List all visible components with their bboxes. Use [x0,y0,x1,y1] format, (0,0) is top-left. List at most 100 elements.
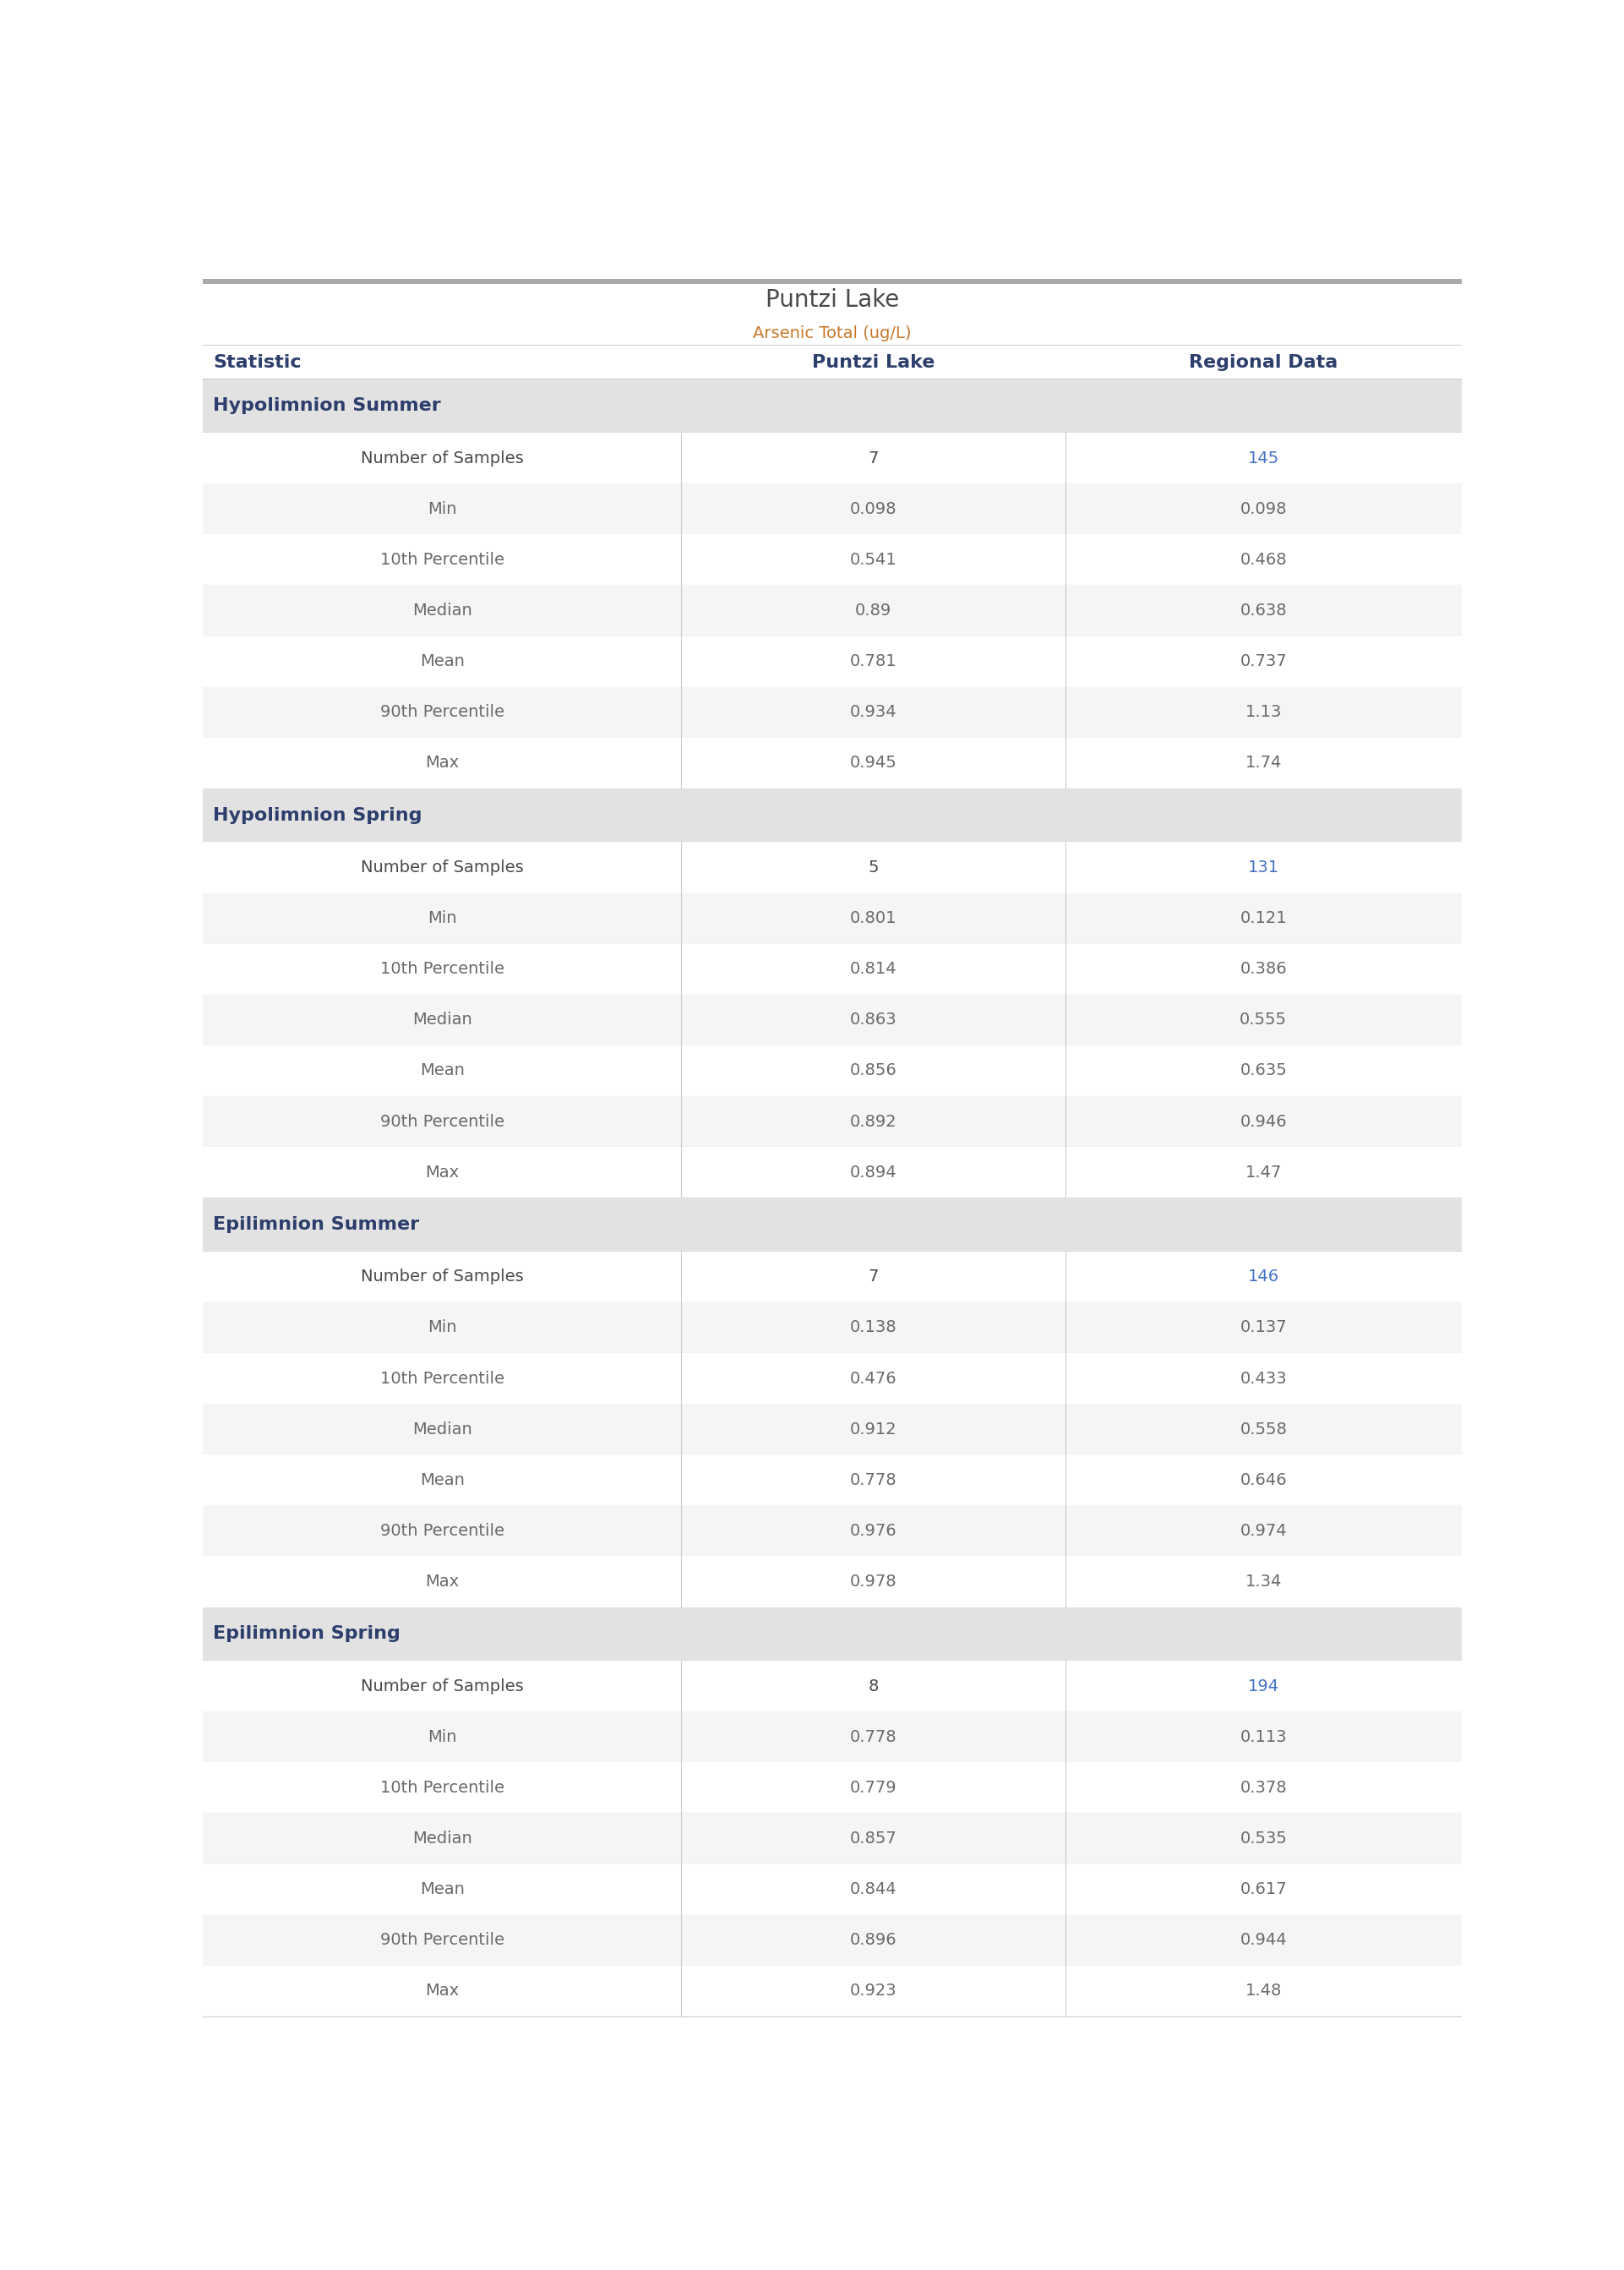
Text: Max: Max [425,1573,460,1589]
Bar [203,1199,1462,1251]
Text: 146: 146 [1247,1269,1280,1285]
Text: Mean: Mean [419,1882,464,1898]
Text: 0.946: 0.946 [1239,1115,1286,1130]
Text: 10th Percentile: 10th Percentile [380,1780,503,1796]
Text: 0.857: 0.857 [849,1830,896,1846]
Text: Hypolimnion Spring: Hypolimnion Spring [213,806,422,824]
Text: 0.945: 0.945 [849,756,896,772]
Text: Hypolimnion Summer: Hypolimnion Summer [213,397,442,415]
Bar [203,1046,1462,1096]
Text: 0.468: 0.468 [1239,552,1286,568]
Text: 0.535: 0.535 [1239,1830,1286,1846]
Text: 0.978: 0.978 [849,1573,896,1589]
Bar [203,1662,1462,1712]
Text: 194: 194 [1247,1678,1280,1693]
Bar [203,1303,1462,1353]
Text: 90th Percentile: 90th Percentile [380,704,503,720]
Text: 0.138: 0.138 [849,1319,896,1335]
Bar [203,892,1462,944]
Bar [203,1762,1462,1814]
Text: 0.781: 0.781 [849,654,896,670]
Bar [203,636,1462,688]
Bar [203,1864,1462,1916]
Text: 0.89: 0.89 [854,602,892,620]
Text: Max: Max [425,1984,460,2000]
Text: 0.137: 0.137 [1239,1319,1286,1335]
Text: 0.121: 0.121 [1239,910,1286,926]
Text: Epilimnion Summer: Epilimnion Summer [213,1217,419,1233]
Text: 0.814: 0.814 [849,960,896,976]
Text: 0.378: 0.378 [1239,1780,1286,1796]
Text: Epilimnion Spring: Epilimnion Spring [213,1625,401,1643]
Text: 0.894: 0.894 [849,1165,896,1180]
Text: 0.646: 0.646 [1239,1471,1286,1489]
Text: Max: Max [425,756,460,772]
Text: 1.13: 1.13 [1246,704,1281,720]
Text: Min: Min [427,1319,456,1335]
Text: 0.555: 0.555 [1239,1012,1288,1028]
Text: Number of Samples: Number of Samples [361,1678,523,1693]
Bar [203,1403,1462,1455]
Bar [203,1557,1462,1607]
Text: Median: Median [412,1421,473,1437]
Text: 5: 5 [867,860,879,876]
Text: Number of Samples: Number of Samples [361,1269,523,1285]
Text: Mean: Mean [419,1062,464,1078]
Bar [203,994,1462,1046]
Text: 0.863: 0.863 [849,1012,896,1028]
Bar [203,279,1462,284]
Text: 0.617: 0.617 [1239,1882,1286,1898]
Text: Puntzi Lake: Puntzi Lake [812,354,935,370]
Text: 0.558: 0.558 [1239,1421,1286,1437]
Text: 7: 7 [867,449,879,465]
Bar [203,1455,1462,1505]
Bar [203,1096,1462,1146]
Bar [203,1966,1462,2016]
Bar [203,1251,1462,1303]
Text: 0.974: 0.974 [1239,1523,1286,1539]
Text: 0.923: 0.923 [849,1984,896,2000]
Bar [203,533,1462,586]
Text: 0.856: 0.856 [849,1062,896,1078]
Text: 0.635: 0.635 [1239,1062,1286,1078]
Text: 90th Percentile: 90th Percentile [380,1932,503,1948]
Text: 90th Percentile: 90th Percentile [380,1115,503,1130]
Bar [203,1916,1462,1966]
Text: 0.433: 0.433 [1239,1371,1286,1387]
Bar [203,1505,1462,1557]
Text: 0.386: 0.386 [1239,960,1286,976]
Text: Median: Median [412,602,473,620]
Text: 0.113: 0.113 [1239,1730,1286,1746]
Text: 0.778: 0.778 [849,1730,896,1746]
Text: 0.541: 0.541 [849,552,896,568]
Text: Max: Max [425,1165,460,1180]
Bar [203,842,1462,892]
Text: Number of Samples: Number of Samples [361,860,523,876]
Text: 0.476: 0.476 [849,1371,896,1387]
Bar [203,484,1462,533]
Text: 10th Percentile: 10th Percentile [380,960,503,976]
Text: 145: 145 [1247,449,1280,465]
Text: Mean: Mean [419,1471,464,1489]
Text: Min: Min [427,910,456,926]
Bar [203,1353,1462,1403]
Text: 10th Percentile: 10th Percentile [380,552,503,568]
Bar [203,379,1462,434]
Text: 0.844: 0.844 [849,1882,896,1898]
Text: Statistic: Statistic [213,354,302,370]
Text: 0.976: 0.976 [849,1523,896,1539]
Text: Regional Data: Regional Data [1189,354,1338,370]
Text: Median: Median [412,1830,473,1846]
Text: 0.944: 0.944 [1239,1932,1286,1948]
Text: 0.098: 0.098 [1239,502,1286,518]
Bar [203,1814,1462,1864]
Text: 90th Percentile: 90th Percentile [380,1523,503,1539]
Text: 0.098: 0.098 [849,502,896,518]
Bar [203,944,1462,994]
Bar [203,1712,1462,1762]
Text: 0.892: 0.892 [849,1115,896,1130]
Bar [203,434,1462,484]
Text: Number of Samples: Number of Samples [361,449,523,465]
Text: Median: Median [412,1012,473,1028]
Text: 1.34: 1.34 [1246,1573,1281,1589]
